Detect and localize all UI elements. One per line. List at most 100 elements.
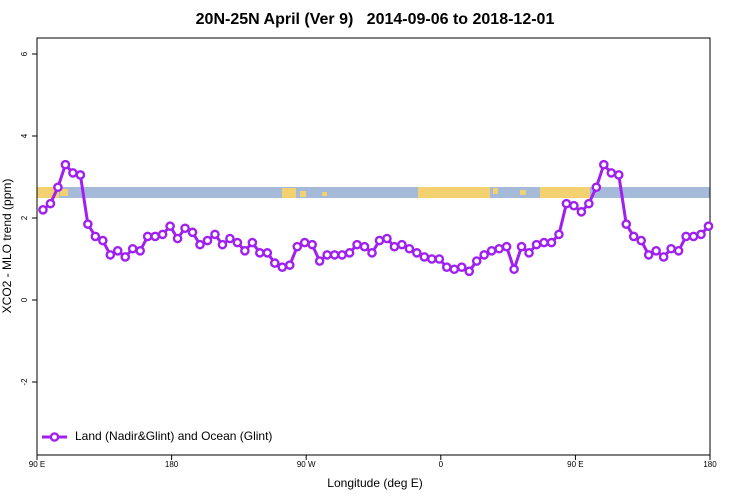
data-point xyxy=(524,248,534,258)
data-point xyxy=(584,198,594,209)
data-point xyxy=(412,248,422,258)
data-point xyxy=(292,241,303,252)
data-point xyxy=(68,168,78,178)
data-point xyxy=(359,241,370,252)
data-point xyxy=(427,254,437,264)
x-axis-label: Longitude (deg E) xyxy=(327,476,422,490)
data-point xyxy=(643,250,654,260)
data-point xyxy=(613,170,624,180)
y-tick-label: 4 xyxy=(20,133,29,138)
data-point xyxy=(673,246,684,256)
y-tick-label: 6 xyxy=(20,51,29,56)
data-point xyxy=(269,258,280,268)
data-point xyxy=(247,237,258,248)
data-point xyxy=(554,229,564,240)
data-point xyxy=(240,246,250,256)
data-point xyxy=(142,231,153,242)
data-point xyxy=(606,168,617,178)
data-point xyxy=(696,229,706,240)
data-point xyxy=(98,235,108,246)
data-point xyxy=(456,262,467,273)
data-point xyxy=(561,198,572,209)
data-point xyxy=(591,182,602,193)
data-point xyxy=(83,219,93,229)
data-point xyxy=(501,241,512,252)
data-point xyxy=(531,239,542,250)
chart-title: 20N-25N April (Ver 9) 2014-09-06 to 2018… xyxy=(196,11,555,28)
data-point xyxy=(337,250,347,260)
data-point xyxy=(344,248,355,258)
land-patch xyxy=(37,187,59,198)
data-point xyxy=(389,241,400,252)
data-point xyxy=(135,246,145,256)
land-patch xyxy=(540,187,590,198)
data-point xyxy=(299,237,310,248)
data-point xyxy=(90,231,101,242)
data-point xyxy=(419,252,430,262)
land-patch xyxy=(520,190,526,195)
data-point xyxy=(255,248,265,258)
data-point xyxy=(112,246,123,256)
data-point xyxy=(75,170,86,180)
data-point xyxy=(45,198,56,209)
data-point xyxy=(284,260,295,270)
land-patch xyxy=(60,189,68,196)
data-point xyxy=(172,233,183,244)
map-strip xyxy=(37,187,710,198)
data-point xyxy=(486,246,497,256)
data-point xyxy=(329,250,340,260)
data-point xyxy=(569,200,579,211)
data-point xyxy=(157,229,168,240)
data-point xyxy=(703,221,714,232)
y-tick-label: -2 xyxy=(20,378,29,386)
data-point xyxy=(404,243,415,254)
x-tick-label: 180 xyxy=(165,460,179,469)
data-point xyxy=(165,221,175,232)
data-point xyxy=(120,252,131,262)
y-tick-label: 2 xyxy=(20,215,29,220)
data-point xyxy=(277,262,288,273)
data-point xyxy=(202,235,213,246)
data-point xyxy=(232,237,243,248)
data-point xyxy=(599,159,609,170)
data-point xyxy=(441,262,452,273)
data-point xyxy=(464,266,475,277)
data-point xyxy=(516,241,527,252)
data-point xyxy=(666,243,676,254)
data-point xyxy=(180,223,190,234)
data-point xyxy=(314,256,325,266)
data-point xyxy=(307,239,317,250)
data-point xyxy=(539,237,549,248)
data-point xyxy=(509,264,519,275)
data-point xyxy=(367,248,377,258)
data-point xyxy=(150,231,160,242)
data-point xyxy=(217,239,228,250)
data-point xyxy=(658,252,669,262)
data-point xyxy=(434,254,445,264)
data-point xyxy=(322,250,332,260)
data-point xyxy=(636,235,647,246)
ocean-band xyxy=(37,187,710,198)
data-point xyxy=(105,250,116,260)
data-point xyxy=(382,233,392,244)
data-point xyxy=(262,248,273,258)
data-point xyxy=(621,219,632,229)
data-point xyxy=(352,239,362,250)
data-point xyxy=(374,235,385,246)
legend-marker xyxy=(49,432,60,442)
data-point xyxy=(53,182,63,193)
data-point xyxy=(576,207,587,217)
land-patch xyxy=(418,187,490,198)
data-point xyxy=(651,246,661,256)
data-point xyxy=(449,264,460,275)
land-patch xyxy=(493,188,498,194)
data-point xyxy=(397,239,407,250)
land-patch xyxy=(300,191,306,197)
data-point xyxy=(187,227,198,238)
legend-label: Land (Nadir&Glint) and Ocean (Glint) xyxy=(75,429,272,443)
y-tick-label: 0 xyxy=(20,297,29,302)
x-tick-label: 90 E xyxy=(29,460,45,469)
data-point xyxy=(494,243,504,254)
data-point xyxy=(479,250,489,260)
data-point xyxy=(688,231,699,242)
